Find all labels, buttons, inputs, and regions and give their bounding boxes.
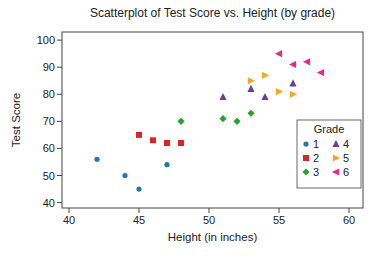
y-tick [57, 67, 62, 68]
legend-marker [332, 168, 339, 175]
title: Scatterplot of Test Score vs. Height (by… [90, 6, 335, 20]
point [122, 173, 127, 178]
legend-label: 1 [313, 138, 319, 150]
background [0, 0, 389, 256]
y-tick [57, 94, 62, 95]
y-tick [57, 175, 62, 176]
legend-label: 4 [343, 138, 349, 150]
x-tick-label: 55 [273, 214, 285, 226]
point [247, 110, 254, 117]
x-tick-label: 40 [63, 214, 75, 226]
point [276, 88, 283, 95]
point [290, 91, 297, 98]
x-axis-label: Height (in inches) [168, 231, 258, 243]
point [247, 85, 254, 92]
legend-marker [333, 154, 340, 161]
legend-box [297, 120, 361, 188]
y-tick [57, 202, 62, 203]
x-tick [209, 208, 210, 213]
point [150, 137, 156, 143]
point [164, 140, 170, 146]
legend-marker [303, 141, 308, 146]
chart: Scatterplot of Test Score vs. Height (by… [0, 0, 389, 256]
legend-marker [303, 155, 309, 161]
y-tick [57, 148, 62, 149]
y-tick-label: 80 [43, 88, 55, 100]
legend-label: 2 [313, 152, 319, 164]
point [261, 93, 268, 100]
point [289, 61, 296, 68]
x-tick [139, 208, 140, 213]
plot-frame [62, 32, 363, 208]
point [94, 157, 99, 162]
point [219, 93, 226, 100]
y-tick [57, 40, 62, 41]
point [303, 58, 310, 65]
y-tick-label: 40 [43, 197, 55, 209]
legend-marker [302, 168, 309, 175]
legend-label: 6 [343, 166, 349, 178]
point [219, 115, 226, 122]
point [317, 69, 324, 76]
points [94, 50, 324, 192]
y-tick-label: 100 [37, 34, 55, 46]
legend: Grade 1 2 3 4 5 6 [297, 120, 361, 188]
point [289, 79, 296, 86]
point [136, 186, 141, 191]
y-tick-label: 90 [43, 61, 55, 73]
point [178, 140, 184, 146]
legend-label: 5 [343, 152, 349, 164]
point [164, 162, 169, 167]
x-tick [279, 208, 280, 213]
legend-title: Grade [314, 123, 345, 135]
y-axis-label: Test Score [10, 93, 22, 147]
y-tick-label: 50 [43, 170, 55, 182]
point [275, 50, 282, 57]
y-tick [57, 121, 62, 122]
x-tick-label: 45 [133, 214, 145, 226]
point [177, 118, 184, 125]
x-tick [69, 208, 70, 213]
point [136, 132, 142, 138]
x-tick [349, 208, 350, 213]
point [262, 72, 269, 79]
legend-label: 3 [313, 166, 319, 178]
point [248, 77, 255, 84]
y-tick-label: 60 [43, 142, 55, 154]
legend-marker [332, 140, 339, 147]
x-tick-label: 60 [343, 214, 355, 226]
x-tick-label: 50 [203, 214, 215, 226]
point [233, 118, 240, 125]
y-tick-label: 70 [43, 115, 55, 127]
